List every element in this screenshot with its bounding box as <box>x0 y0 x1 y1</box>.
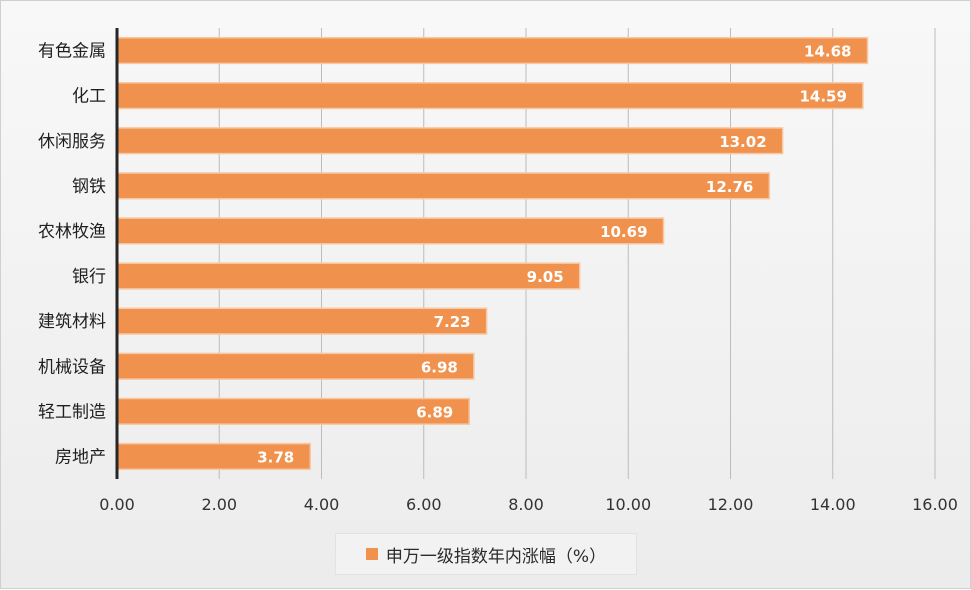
category-label: 轻工制造 <box>38 402 106 422</box>
x-tick-label: 6.00 <box>406 495 442 514</box>
x-tick-label: 12.00 <box>708 495 754 514</box>
data-label: 6.89 <box>416 403 453 421</box>
x-tick-label: 10.00 <box>605 495 651 514</box>
legend: 申万一级指数年内涨幅（%） <box>335 533 637 575</box>
data-label: 3.78 <box>257 448 294 466</box>
category-label: 化工 <box>72 87 106 107</box>
bar <box>116 307 488 335</box>
category-label: 建筑材料 <box>38 312 106 332</box>
bar <box>116 172 771 200</box>
data-label: 13.02 <box>719 133 766 151</box>
data-label: 9.05 <box>527 268 564 286</box>
bar <box>116 262 581 290</box>
bar <box>116 82 864 110</box>
data-label: 7.23 <box>434 313 471 331</box>
bar <box>116 442 312 471</box>
data-label: 14.68 <box>804 43 851 61</box>
legend-swatch <box>365 548 378 560</box>
x-tick-label: 16.00 <box>912 495 958 514</box>
x-tick-label: 14.00 <box>810 495 856 514</box>
category-label: 钢铁 <box>72 177 106 197</box>
x-tick-label: 4.00 <box>304 495 340 514</box>
legend-label: 申万一级指数年内涨幅（%） <box>385 546 607 567</box>
data-label: 12.76 <box>706 178 753 196</box>
category-label: 农林牧渔 <box>38 222 106 242</box>
x-tick-label: 2.00 <box>201 495 237 514</box>
data-label: 6.98 <box>421 358 458 376</box>
category-label: 有色金属 <box>38 42 106 62</box>
x-tick-label: 8.00 <box>508 495 544 514</box>
category-label: 银行 <box>72 267 106 287</box>
bar <box>116 127 784 155</box>
bar <box>116 397 471 425</box>
bar <box>116 36 869 65</box>
category-label: 休闲服务 <box>38 132 106 152</box>
x-tick-label: 0.00 <box>99 495 135 514</box>
bar <box>116 217 665 245</box>
category-label: 机械设备 <box>38 357 106 377</box>
data-label: 10.69 <box>600 223 647 241</box>
data-label: 14.59 <box>799 88 846 106</box>
category-label: 房地产 <box>55 447 106 467</box>
